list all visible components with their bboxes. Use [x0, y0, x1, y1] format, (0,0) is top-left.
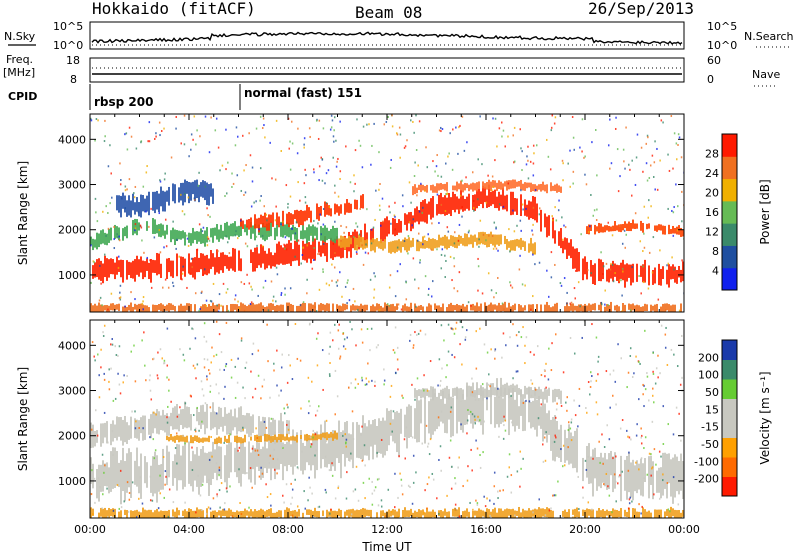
colorbar-tick-label: 12 [705, 226, 719, 239]
x-tick-label: 00:00 [74, 523, 106, 536]
colorbar-swatch [722, 245, 737, 269]
colorbar-tick-label: 50 [705, 386, 719, 399]
y-tick-label: 3000 [58, 179, 86, 192]
echo-band [92, 184, 684, 288]
x-tick-label: 00:00 [668, 523, 700, 536]
freq-label: Freq. [6, 53, 33, 66]
colorbar-swatch [722, 223, 737, 246]
echo-speckle [90, 320, 683, 518]
velocity-colorbar: -200 -100 -50 -15 15 50 100 200 Velocity [m s⁻¹] [694, 339, 772, 497]
station-title: Hokkaido (fitACF) [92, 0, 256, 18]
colorbar-swatch [722, 178, 737, 202]
cpid-strip: CPID rbsp 200 normal (fast) 151 [8, 84, 362, 110]
x-tick-label: 20:00 [569, 523, 601, 536]
cpid-segment-1: rbsp 200 [94, 95, 153, 109]
nsky-frame [89, 21, 685, 50]
x-tick-label: 12:00 [371, 523, 403, 536]
nsky-label: N.Sky [4, 30, 36, 43]
colorbar-frame [721, 339, 738, 497]
colorbar-tick-label: 200 [698, 351, 719, 364]
y-axis-label: Slant Range [km] [16, 161, 30, 265]
colorbar-tick-label: 8 [712, 245, 719, 258]
cpid-segment-2: normal (fast) 151 [244, 86, 362, 100]
colorbar-swatch [722, 398, 737, 419]
y-tick-label: 3000 [58, 385, 86, 398]
echo-band [338, 231, 536, 255]
colorbar-tick-label: -15 [701, 421, 719, 434]
freq-tick-high: 18 [66, 54, 80, 67]
y-tick-label: 4000 [58, 133, 86, 146]
colorbar-frame [721, 133, 738, 291]
echo-speckle [90, 114, 684, 312]
x-tick-label: 16:00 [470, 523, 502, 536]
colorbar-tick-label: 4 [712, 265, 719, 278]
colorbar-tick-label: -200 [694, 473, 719, 486]
colorbar-tick-label: 16 [705, 206, 719, 219]
y-tick-label: 1000 [58, 475, 86, 488]
freq-unit: [MHz] [3, 66, 35, 79]
colorbar-swatch [722, 156, 737, 180]
echo-band [414, 382, 562, 404]
x-axis-label: Time UT [361, 540, 412, 554]
y-axis-label: Slant Range [km] [16, 367, 30, 471]
beam-title: Beam 08 [355, 3, 422, 22]
echo-band [586, 219, 684, 237]
nsearch-tick-low: 10^0 [707, 39, 737, 52]
nave-label: Nave [752, 68, 780, 81]
colorbar-tick-label: 15 [705, 403, 719, 416]
y-tick-label: 1000 [58, 269, 86, 282]
y-tick-label: 2000 [58, 224, 86, 237]
scatter-echoes [90, 320, 684, 518]
colorbar-tick-label: 24 [705, 167, 719, 180]
velocity-panel: 1000 2000 3000 4000 00:00 04:00 08:00 12:00 16:0… [16, 319, 700, 536]
colorbar-label: Velocity [m s⁻¹] [758, 371, 772, 464]
colorbar-swatch [722, 418, 737, 438]
nave-tick-low: 0 [707, 73, 714, 86]
freq-tick-low: 8 [70, 73, 77, 86]
nsearch-label: N.Search [744, 30, 794, 43]
x-tick-label: 04:00 [173, 523, 205, 536]
colorbar-tick-label: 20 [705, 187, 719, 200]
colorbar-swatch [722, 134, 737, 157]
colorbar-tick-label: 100 [698, 369, 719, 382]
power-panel: 1000 2000 3000 4000 Slant Range [km] [16, 113, 685, 313]
colorbar-swatch [722, 379, 737, 399]
y-tick-label: 4000 [58, 339, 86, 352]
cpid-label: CPID [8, 90, 37, 103]
nave-tick-high: 60 [707, 54, 721, 67]
x-tick-label: 08:00 [272, 523, 304, 536]
colorbar-swatch [722, 267, 737, 291]
freq-strip: Freq. [MHz] 18 8 60 0 Nave [3, 53, 780, 87]
colorbar-tick-label: -50 [701, 438, 719, 451]
nsearch-tick-high: 10^5 [707, 20, 737, 33]
colorbar-swatch [722, 340, 737, 360]
echo-band [90, 301, 682, 312]
freq-frame [89, 57, 685, 83]
echo-band [412, 179, 562, 196]
colorbar-swatch [722, 359, 737, 380]
colorbar-swatch [722, 476, 737, 497]
echo-band [240, 194, 364, 233]
nsky-tick-low: 10^0 [53, 39, 83, 52]
echo-band [90, 401, 290, 449]
colorbar-swatch [722, 437, 737, 458]
nsky-tick-high: 10^5 [53, 20, 83, 33]
colorbar-label: Power [dB] [758, 179, 772, 244]
scatter-echoes [90, 114, 684, 312]
echo-band [166, 430, 338, 445]
nsky-strip: N.Sky 10^5 10^0 10^5 10^0 N.Search [4, 20, 794, 52]
colorbar-swatch [722, 200, 737, 224]
nsky-trace [91, 31, 683, 45]
power-colorbar: 4 8 12 16 20 24 28 Power [dB] [705, 133, 772, 291]
colorbar-tick-label: 28 [705, 148, 719, 161]
y-tick-label: 2000 [58, 430, 86, 443]
echo-band [116, 179, 214, 218]
date-title: 26/Sep/2013 [588, 0, 694, 18]
colorbar-tick-label: -100 [694, 455, 719, 468]
colorbar-swatch [722, 457, 737, 477]
